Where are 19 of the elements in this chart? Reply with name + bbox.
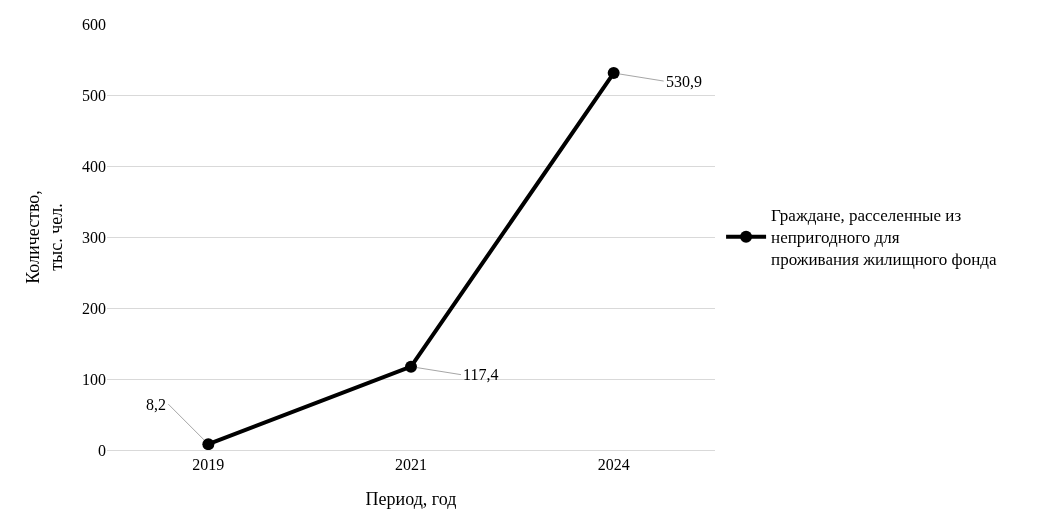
point	[202, 438, 215, 451]
y-tick-label: 100	[82, 370, 106, 388]
data-label: 117,4	[463, 366, 499, 383]
x-tick-label: 2021	[395, 456, 427, 474]
data-label: 530,9	[666, 73, 702, 90]
y-tick-label: 300	[82, 228, 106, 246]
x-tick-label: 2024	[597, 456, 630, 474]
x-tick-label: 2019	[192, 456, 225, 474]
point	[607, 67, 620, 80]
point	[405, 360, 417, 373]
y-axis-title: Количество, тыс. чел.	[22, 190, 67, 284]
y-tick-label: 500	[82, 86, 106, 104]
x-axis-title: Период, год	[365, 489, 457, 510]
y-tick-label: 200	[82, 299, 106, 317]
data-label: 8,2	[146, 396, 166, 413]
y-tick-label: 0	[98, 441, 106, 459]
y-tick-label: 600	[82, 15, 106, 33]
legend-label: Граждане, расселенные из непригодного для проживания жилищного фонда	[771, 206, 997, 270]
y-tick-label: 400	[82, 157, 106, 175]
